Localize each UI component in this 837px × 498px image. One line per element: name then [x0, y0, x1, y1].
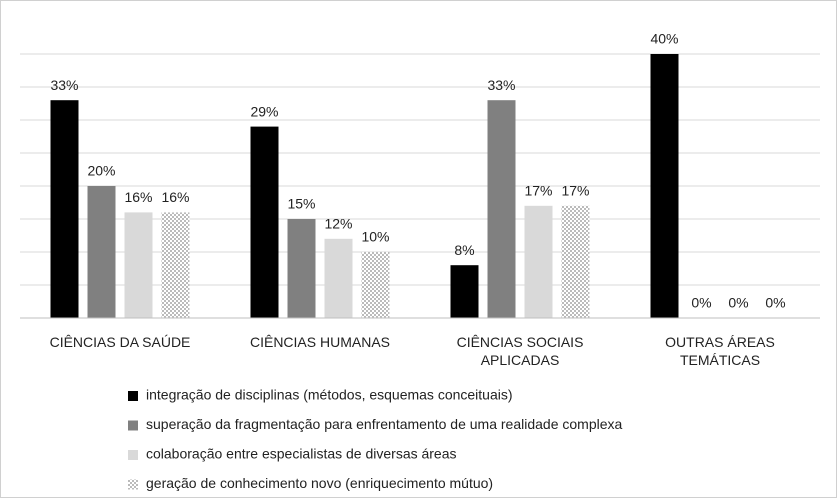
bar	[250, 126, 279, 318]
legend-swatch	[128, 420, 138, 431]
bar	[287, 219, 316, 318]
data-label: 29%	[250, 103, 278, 119]
data-label: 15%	[287, 196, 315, 212]
bar	[650, 54, 679, 318]
data-label: 17%	[524, 183, 552, 199]
data-label: 16%	[161, 189, 189, 205]
bar	[124, 212, 153, 318]
data-label: 0%	[765, 295, 785, 311]
legend-swatch	[128, 391, 138, 401]
bar	[524, 205, 553, 318]
bar	[161, 212, 190, 318]
bar	[450, 265, 479, 318]
data-label: 40%	[650, 31, 678, 47]
legend-label: integração de disciplinas (métodos, esqu…	[146, 387, 513, 403]
data-label: 33%	[487, 77, 515, 93]
data-label: 0%	[691, 295, 711, 311]
bar	[50, 100, 79, 318]
data-label: 20%	[87, 163, 115, 179]
x-tick-label: CIÊNCIAS DA SAÚDE	[49, 334, 191, 350]
data-label: 0%	[728, 295, 748, 311]
data-label: 8%	[454, 242, 474, 258]
data-label: 33%	[50, 77, 78, 93]
x-tick-label: CIÊNCIAS SOCIAIS APLICADAS	[456, 334, 584, 368]
data-label: 12%	[324, 216, 352, 232]
bar	[561, 205, 590, 318]
bar	[487, 100, 516, 318]
x-tick-label: CIÊNCIAS HUMANAS	[249, 334, 391, 350]
legend-label: geração de conhecimento novo (enriquecim…	[146, 475, 493, 491]
bar	[361, 252, 390, 318]
legend-label: colaboração entre especialistas de diver…	[146, 446, 457, 462]
x-tick-label: OUTRAS ÁREAS TEMÁTICAS	[665, 334, 775, 368]
bar	[324, 238, 353, 318]
data-label: 16%	[124, 189, 152, 205]
data-label: 17%	[561, 183, 589, 199]
legend-swatch	[128, 479, 138, 490]
legend-label: superação da fragmentação para enfrentam…	[146, 416, 623, 432]
data-label: 10%	[361, 229, 389, 245]
legend-swatch	[128, 450, 138, 460]
bar	[87, 186, 116, 318]
